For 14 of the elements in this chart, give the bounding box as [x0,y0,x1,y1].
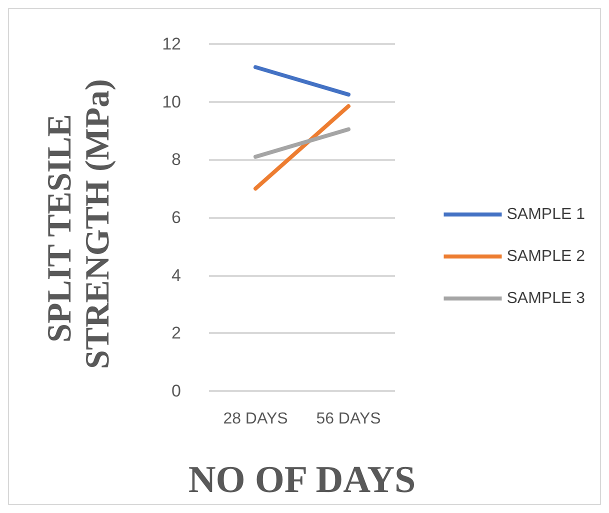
legend-label: SAMPLE 2 [506,248,586,265]
y-axis-title: SPLIT TESILE STRENGTH (MPa) [42,79,116,369]
x-tick-label: 56 DAYS [316,410,381,428]
x-tick-label: 28 DAYS [223,410,288,428]
y-tick-label: 12 [162,34,181,54]
y-tick-label: 10 [162,92,181,112]
y-tick-label: 0 [172,382,181,400]
y-tick-label: 6 [172,208,181,227]
legend-label: SAMPLE 1 [506,206,586,223]
legend-label: SAMPLE 3 [506,290,586,307]
y-tick-label: 4 [172,266,181,285]
y-tick-label: 8 [172,150,181,170]
x-axis-title: NO OF DAYS [188,459,416,501]
y-tick-label: 2 [172,324,181,343]
